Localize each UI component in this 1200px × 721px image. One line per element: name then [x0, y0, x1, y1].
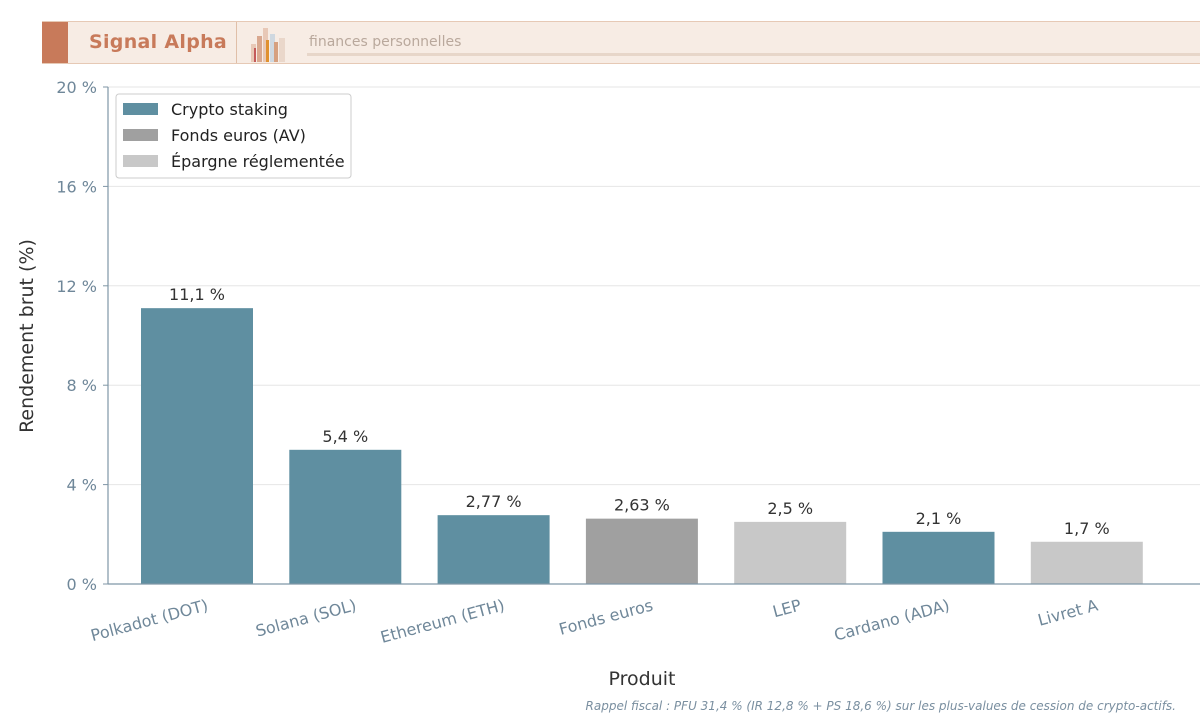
data-labels: 11,1 % 5,4 % 2,77 % 2,63 % 2,5 % 2,1 % 1,7 %	[169, 285, 1110, 538]
bars	[141, 308, 1143, 584]
bar	[289, 449, 402, 584]
y-tick-label: 8 %	[67, 376, 97, 395]
bar-value-label: 1,7 %	[1064, 519, 1110, 538]
brand-swatch	[42, 22, 68, 63]
bar-value-label: 2,5 %	[767, 499, 813, 518]
legend-swatch	[123, 103, 158, 115]
tagline-rule	[307, 53, 1200, 56]
brand-name[interactable]: Signal Alpha	[89, 31, 228, 53]
bar	[585, 518, 698, 584]
legend-label: Crypto staking	[171, 100, 288, 119]
legend-box	[115, 93, 352, 179]
footnote: Rappel fiscal : PFU 31,4 % (IR 12,8 % + …	[585, 699, 1176, 713]
x-tick-label: LEP	[771, 595, 804, 621]
x-axis-label: Produit	[609, 668, 676, 690]
y-tick-label: 20 %	[56, 78, 97, 97]
bar-value-label: 2,1 %	[916, 509, 962, 528]
legend-swatch	[123, 155, 158, 167]
bar-value-label: 5,4 %	[322, 427, 368, 446]
y-tick-label: 12 %	[56, 277, 97, 296]
y-tick-label: 0 %	[67, 575, 97, 594]
bar-value-label: 2,77 %	[466, 492, 522, 511]
legend-label: Fonds euros (AV)	[171, 126, 306, 145]
legend-swatch	[123, 129, 158, 141]
bar	[734, 521, 847, 584]
x-tick-label: Ethereum (ETH)	[378, 596, 506, 647]
bar-chart-logo-icon	[251, 28, 285, 62]
bar-value-label: 2,63 %	[614, 496, 670, 515]
site-header: Signal Alpha finances personnelles	[42, 21, 1200, 64]
bar	[1030, 541, 1143, 584]
legend: Crypto staking Fonds euros (AV) Épargne ré…	[115, 93, 352, 179]
x-tick-label: Livret A	[1036, 595, 1100, 629]
y-axis-label: Rendement brut (%)	[16, 239, 38, 433]
y-tick-label: 16 %	[56, 177, 97, 196]
x-tick-label: Solana (SOL)	[254, 596, 359, 641]
y-tick-label: 4 %	[67, 476, 97, 495]
bar	[882, 531, 995, 584]
x-tick-label: Fonds euros	[557, 596, 655, 639]
x-tick-label: Polkadot (DOT)	[89, 596, 210, 646]
header-divider	[236, 22, 237, 63]
bar	[437, 515, 550, 584]
bar-value-label: 11,1 %	[169, 285, 225, 304]
tagline: finances personnelles	[309, 34, 462, 50]
bar	[141, 308, 253, 584]
x-tick-label: Cardano (ADA)	[832, 596, 952, 645]
legend-label: Épargne réglementée	[171, 152, 345, 171]
